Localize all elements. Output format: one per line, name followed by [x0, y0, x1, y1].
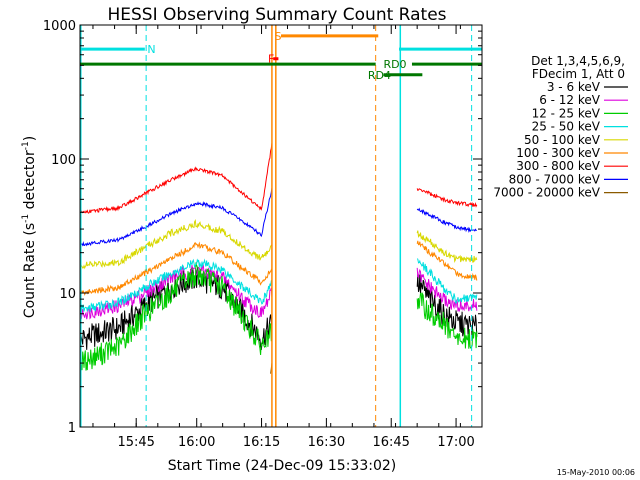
legend-label-5: 100 - 300 keV	[516, 146, 600, 160]
y-axis: 1 10 100 1000	[43, 19, 482, 436]
x-tick-label-4: 16:45	[372, 435, 409, 450]
flag-label-s: S	[275, 30, 282, 43]
legend-header-line-1: Det 1,3,4,5,6,9,	[531, 54, 625, 68]
flag-label-rd4: RD4	[368, 69, 391, 82]
y-axis-label-main: Count Rate (s	[22, 223, 38, 318]
y-axis-label: Count Rate (s-1 detector-1)	[21, 136, 38, 318]
legend-label-0: 3 - 6 keV	[547, 80, 601, 94]
flag-label-f: F	[268, 53, 274, 66]
y-tick-label-3: 1000	[43, 19, 76, 34]
series-line-1	[79, 264, 273, 320]
legend-header-line-2: FDecim 1, Att 0	[532, 67, 625, 81]
x-tick-label-0: 15:45	[117, 435, 154, 450]
series-line-7-after-gap	[416, 207, 477, 233]
y-tick-label-0: 1	[68, 421, 76, 436]
series-line-3	[79, 258, 273, 314]
x-axis: 15:45 16:00 16:15 16:30 16:45 17:00	[92, 25, 483, 450]
series-line-4	[79, 219, 272, 270]
footer-timestamp: 15-May-2010 00:06	[557, 468, 635, 477]
legend-label-2: 12 - 25 keV	[532, 106, 601, 120]
legend-label-4: 50 - 100 keV	[524, 133, 601, 147]
legend-label-7: 800 - 7000 keV	[509, 172, 601, 186]
y-axis-label-mid: detector	[22, 150, 38, 214]
y-tick-label-2: 100	[51, 153, 76, 168]
flag-label-rd0: RD0	[383, 58, 406, 71]
series-line-2-after-gap	[416, 291, 478, 349]
series-line-3-after-gap	[416, 258, 478, 305]
y-axis-label-end: )	[22, 136, 38, 141]
y-axis-label-sup2: -1	[21, 141, 31, 150]
series-line-0-after-gap	[416, 274, 478, 339]
x-tick-label-5: 17:00	[437, 435, 474, 450]
x-tick-label-3: 16:30	[308, 435, 345, 450]
y-tick-label-1: 10	[59, 287, 76, 302]
series-line-6	[79, 143, 273, 214]
series-line-6-after-gap	[416, 188, 478, 208]
legend-label-3: 25 - 50 keV	[532, 120, 601, 134]
series-line-2	[79, 262, 273, 374]
legend-label-8: 7000 - 20000 keV	[493, 186, 600, 200]
series-line-7	[79, 188, 273, 247]
x-axis-label: Start Time (24-Dec-09 15:33:02)	[168, 458, 396, 474]
legend-label-1: 6 - 12 keV	[539, 93, 601, 107]
x-tick-label-2: 16:15	[243, 435, 280, 450]
chart-title: HESSI Observing Summary Count Rates	[107, 5, 446, 25]
plot-data-layer	[79, 143, 478, 374]
x-tick-label-1: 16:00	[178, 435, 215, 450]
legend: Det 1,3,4,5,6,9, FDecim 1, Att 0 3 - 6 k…	[493, 54, 628, 200]
flag-label-n: N	[147, 43, 155, 56]
legend-label-6: 300 - 800 keV	[516, 159, 600, 173]
plot-frame	[79, 24, 483, 428]
series-line-4-after-gap	[416, 230, 478, 263]
series-line-5	[79, 241, 273, 296]
y-axis-label-sup1: -1	[21, 214, 31, 223]
series-line-5-after-gap	[416, 240, 478, 281]
